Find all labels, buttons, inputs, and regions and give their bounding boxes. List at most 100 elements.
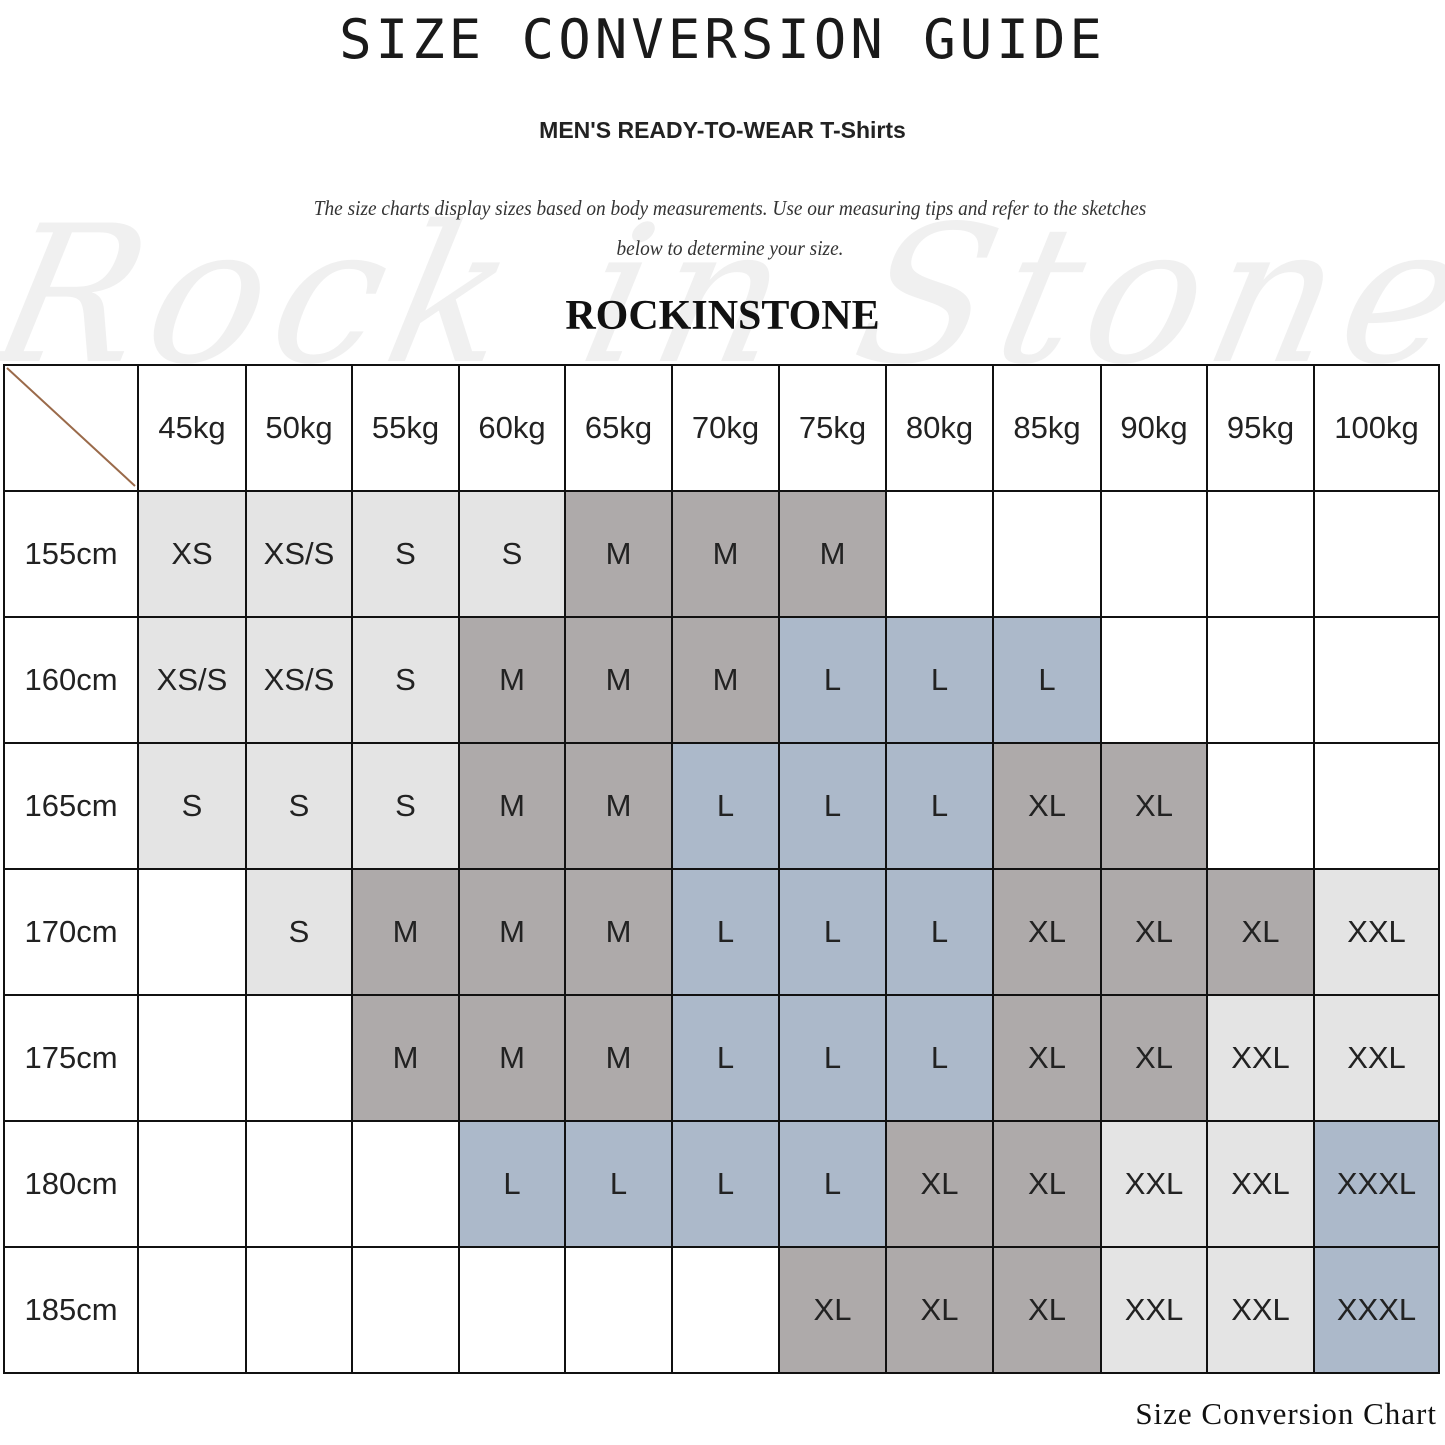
size-cell: XXXL (1313, 1246, 1440, 1374)
size-cell (137, 868, 247, 996)
weight-header: 50kg (245, 364, 353, 492)
size-cell: S (245, 742, 353, 870)
size-cell (1313, 490, 1440, 618)
height-label: 165cm (3, 742, 139, 870)
size-cell (671, 1246, 780, 1374)
size-cell: XXL (1206, 1120, 1315, 1248)
size-cell (1313, 742, 1440, 870)
size-cell (992, 490, 1102, 618)
size-cell: M (458, 868, 566, 996)
size-cell: XL (992, 868, 1102, 996)
size-cell: M (671, 490, 780, 618)
size-cell: M (671, 616, 780, 744)
size-cell: XXXL (1313, 1120, 1440, 1248)
height-label: 170cm (3, 868, 139, 996)
brand-name: ROCKINSTONE (565, 293, 880, 339)
size-cell: XS (137, 490, 247, 618)
size-cell: S (351, 616, 460, 744)
weight-header: 80kg (885, 364, 994, 492)
size-cell: XL (1100, 742, 1208, 870)
size-cell: XXL (1313, 868, 1440, 996)
table-row: 170cm S M M M L L L XL XL XL XXL (3, 868, 1440, 996)
size-cell: M (778, 490, 887, 618)
size-cell: M (564, 616, 673, 744)
table-row: 160cm XS/S XS/S S M M M L L L (3, 616, 1440, 744)
size-cell: S (458, 490, 566, 618)
size-cell: L (885, 742, 994, 870)
size-cell (137, 1246, 247, 1374)
size-cell: XL (885, 1120, 994, 1248)
height-label: 155cm (3, 490, 139, 618)
size-cell (351, 1246, 460, 1374)
weight-header: 85kg (992, 364, 1102, 492)
size-cell: L (671, 868, 780, 996)
size-cell: M (564, 490, 673, 618)
weight-header: 65kg (564, 364, 673, 492)
weight-header: 100kg (1313, 364, 1440, 492)
size-cell (1206, 490, 1315, 618)
size-cell (137, 1120, 247, 1248)
size-cell (1206, 616, 1315, 744)
size-cell (245, 1246, 353, 1374)
table-row: 185cm XL XL XL XXL XXL XXXL (3, 1246, 1440, 1374)
size-cell: L (778, 1120, 887, 1248)
size-cell: L (671, 994, 780, 1122)
size-cell: L (671, 742, 780, 870)
height-label: 180cm (3, 1120, 139, 1248)
chart-caption: Size Conversion Chart (1135, 1396, 1437, 1431)
table-row: 175cm M M M L L L XL XL XXL XXL (3, 994, 1440, 1122)
subtitle: MEN'S READY-TO-WEAR T-Shirts (539, 117, 906, 143)
weight-header: 55kg (351, 364, 460, 492)
height-label: 185cm (3, 1246, 139, 1374)
size-cell: L (992, 616, 1102, 744)
size-cell (564, 1246, 673, 1374)
size-cell (351, 1120, 460, 1248)
size-cell (245, 994, 353, 1122)
size-cell: L (778, 742, 887, 870)
size-cell: S (351, 490, 460, 618)
weight-header: 90kg (1100, 364, 1208, 492)
size-cell: M (458, 994, 566, 1122)
size-cell (458, 1246, 566, 1374)
size-cell: XXL (1100, 1120, 1208, 1248)
size-cell: M (458, 742, 566, 870)
size-cell: L (671, 1120, 780, 1248)
table-row: 155cm XS XS/S S S M M M (3, 490, 1440, 618)
size-cell: XL (1100, 994, 1208, 1122)
description-line-2: below to determine your size. (616, 236, 844, 260)
description: The size charts display sizes based on b… (270, 188, 1190, 268)
height-label: 175cm (3, 994, 139, 1122)
size-cell: M (458, 616, 566, 744)
size-cell: XL (778, 1246, 887, 1374)
size-cell (1100, 616, 1208, 744)
size-cell: L (885, 868, 994, 996)
size-cell (1100, 490, 1208, 618)
corner-cell (3, 364, 139, 492)
size-cell: XS/S (245, 616, 353, 744)
size-cell: XS/S (245, 490, 353, 618)
size-cell: S (137, 742, 247, 870)
size-cell: L (778, 994, 887, 1122)
description-line-1: The size charts display sizes based on b… (313, 196, 1147, 220)
size-cell (1313, 616, 1440, 744)
size-cell: XL (992, 1246, 1102, 1374)
size-cell (245, 1120, 353, 1248)
size-cell: XL (992, 1120, 1102, 1248)
size-cell: M (351, 868, 460, 996)
size-cell: S (245, 868, 353, 996)
size-cell: M (564, 742, 673, 870)
size-cell: M (564, 868, 673, 996)
size-cell: XL (992, 742, 1102, 870)
size-cell: L (885, 994, 994, 1122)
page-title: SIZE CONVERSION GUIDE (339, 8, 1106, 71)
size-cell: XXL (1206, 994, 1315, 1122)
size-table: 45kg 50kg 55kg 60kg 65kg 70kg 75kg 80kg 85kg 90kg… (3, 364, 1440, 1374)
table-row: 180cm L L L L XL XL XXL XXL XXXL (3, 1120, 1440, 1248)
size-cell: M (564, 994, 673, 1122)
weight-header: 60kg (458, 364, 566, 492)
size-cell: XS/S (137, 616, 247, 744)
diagonal-line (6, 367, 136, 487)
weight-header: 75kg (778, 364, 887, 492)
size-cell: XL (1100, 868, 1208, 996)
size-cell: XXL (1100, 1246, 1208, 1374)
